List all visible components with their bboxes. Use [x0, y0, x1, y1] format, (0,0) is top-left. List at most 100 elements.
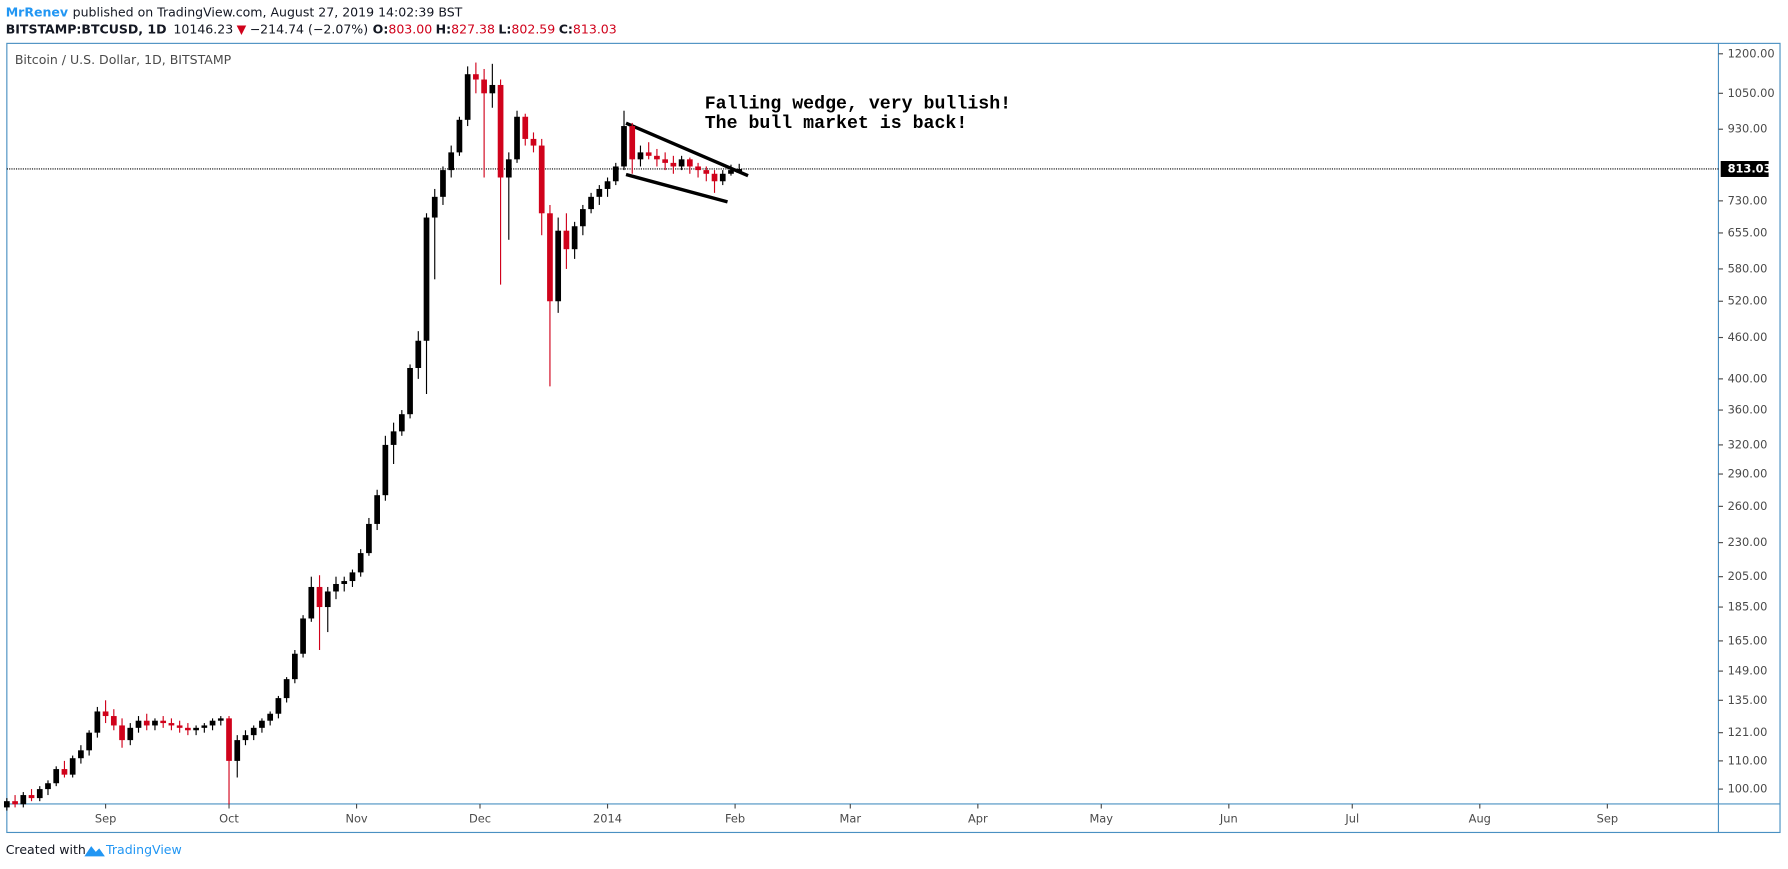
candle-body [12, 801, 18, 805]
candle-body [662, 159, 669, 163]
arrow: ▼ [237, 21, 247, 36]
y-tick-label: 230.00 [1728, 535, 1768, 549]
y-tick-label: 930.00 [1728, 122, 1768, 136]
y-tick-label: 135.00 [1728, 693, 1768, 707]
candle-body [94, 711, 101, 733]
x-tick-label: Oct [219, 811, 239, 825]
candle-body [629, 126, 636, 160]
wedge-line [625, 172, 728, 204]
last: 10146.23 [173, 21, 233, 36]
x-tick-label: Nov [345, 811, 367, 825]
candle-body [547, 213, 553, 302]
candle-body [201, 725, 208, 728]
last-price-label: 813.03 [1728, 161, 1772, 175]
candle-body [719, 173, 726, 182]
candle-body [242, 735, 249, 741]
candle-body [514, 116, 520, 160]
c: 813.03 [573, 21, 617, 36]
candle-body [366, 523, 372, 554]
candle-body [259, 720, 265, 728]
candle-body [736, 168, 743, 173]
candle-body [423, 217, 430, 341]
x-tick-label: Dec [469, 811, 491, 825]
l: 802.59 [511, 21, 555, 36]
c-label: C: [559, 21, 573, 36]
candle-body [267, 713, 274, 721]
candle-body [275, 698, 282, 714]
y-tick-label: 185.00 [1728, 600, 1768, 614]
y-tick-label: 730.00 [1728, 193, 1768, 207]
last-price-box [1720, 161, 1769, 177]
candle-body [28, 795, 35, 799]
candle-body [308, 586, 315, 619]
candle-body [448, 152, 455, 171]
candle-body [61, 769, 68, 775]
candle-body [20, 795, 27, 805]
candle-body [234, 740, 241, 761]
quote-line: BITSTAMP:BTCUSD, 1D 10146.23 ▼ −214.74 (−2.… [6, 21, 617, 36]
candle-body [678, 159, 685, 167]
candle-body [69, 758, 76, 775]
logo [84, 846, 105, 857]
candle-body [703, 170, 710, 174]
annotation: Falling wedge, very bullish! [705, 95, 1011, 115]
candle-body [127, 727, 134, 741]
candle-body [571, 226, 578, 250]
candle-body [645, 152, 652, 156]
candle-body [333, 583, 339, 592]
candle-body [250, 727, 257, 736]
y-tick-label: 100.00 [1728, 782, 1768, 796]
x-tick-label: Jul [1344, 811, 1359, 825]
candle-body [604, 181, 611, 189]
chart-frame [6, 42, 1781, 834]
wedge-line [625, 121, 749, 178]
h: 827.38 [451, 21, 495, 36]
candle-body [143, 720, 150, 726]
candle-body [695, 166, 701, 171]
publish-line: MrRenev published on TradingView.com, Aug… [6, 4, 463, 19]
candle-body [473, 74, 479, 80]
y-tick-label: 320.00 [1728, 437, 1768, 451]
annotation: The bull market is back! [705, 114, 968, 134]
candle-body [538, 145, 545, 214]
candle-body [86, 732, 92, 751]
candle-body [398, 414, 405, 432]
candle-body [464, 74, 471, 120]
y-tick-label: 165.00 [1728, 633, 1768, 647]
candle-body [135, 720, 142, 728]
y-tick-label: 205.00 [1728, 569, 1768, 583]
candle-body [160, 720, 167, 724]
candle-body [185, 727, 191, 731]
x-tick-label: Jun [1219, 811, 1238, 825]
candle-body [670, 162, 677, 167]
candle-body [168, 723, 175, 726]
candle-body [283, 679, 290, 699]
chart-title: Bitcoin / U.S. Dollar, 1D, BITSTAMP [15, 52, 232, 67]
published: published on TradingView.com, August 27,… [73, 4, 463, 19]
candle-body [217, 718, 224, 721]
candle-body [588, 196, 594, 210]
candle-body [374, 495, 380, 524]
candle-body [456, 119, 463, 153]
candle-body [481, 79, 487, 94]
candle-body [711, 173, 718, 182]
candle-body [489, 84, 496, 94]
y-tick-label: 1200.00 [1728, 46, 1775, 60]
candle-body [193, 727, 199, 731]
y-tick-label: 110.00 [1728, 753, 1768, 767]
o-label: O: [373, 21, 389, 36]
candle-body [440, 170, 446, 197]
candle-body [637, 152, 644, 160]
y-tick-label: 460.00 [1728, 330, 1768, 344]
candle-body [390, 431, 397, 445]
candle-body [497, 84, 504, 178]
footer-created: Created with [6, 842, 86, 857]
candle-body [102, 711, 109, 717]
author[interactable]: MrRenev [6, 4, 68, 19]
y-tick-label: 290.00 [1728, 467, 1768, 481]
y-tick-label: 655.00 [1728, 225, 1768, 239]
candle-body [110, 716, 117, 726]
y-tick-label: 260.00 [1728, 499, 1768, 513]
candle-body [53, 769, 60, 784]
footer-brand[interactable]: TradingView [105, 842, 182, 857]
